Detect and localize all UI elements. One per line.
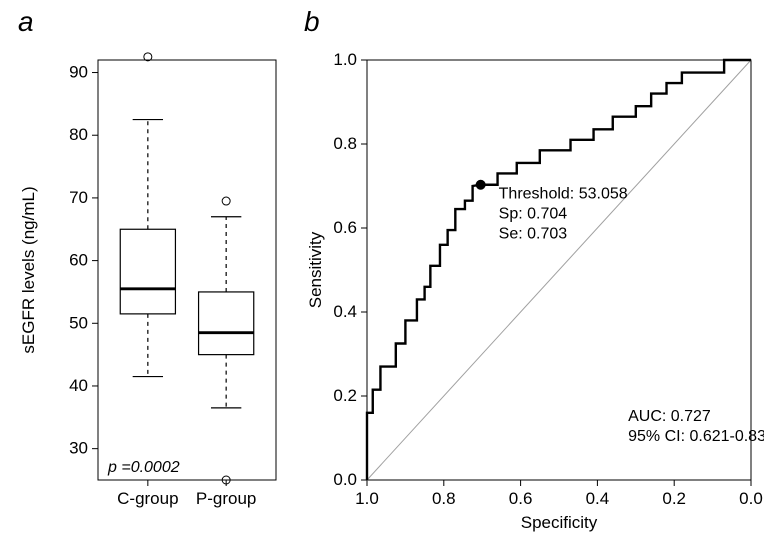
svg-text:90: 90 bbox=[69, 63, 88, 82]
svg-text:0.4: 0.4 bbox=[586, 489, 610, 508]
svg-text:Se: 0.703: Se: 0.703 bbox=[499, 226, 568, 243]
svg-text:50: 50 bbox=[69, 313, 88, 332]
figure-container: a b 30405060708090sEGFR levels (ng/mL)C-… bbox=[0, 0, 764, 546]
svg-text:Sp: 0.704: Sp: 0.704 bbox=[499, 206, 568, 223]
svg-text:1.0: 1.0 bbox=[333, 50, 357, 69]
svg-text:0.6: 0.6 bbox=[509, 489, 533, 508]
svg-text:0.2: 0.2 bbox=[333, 386, 357, 405]
svg-text:sEGFR levels (ng/mL): sEGFR levels (ng/mL) bbox=[19, 186, 38, 353]
svg-text:0.8: 0.8 bbox=[333, 134, 357, 153]
svg-text:70: 70 bbox=[69, 188, 88, 207]
svg-text:0.2: 0.2 bbox=[662, 489, 686, 508]
svg-text:1.0: 1.0 bbox=[355, 489, 379, 508]
svg-text:0.4: 0.4 bbox=[333, 302, 357, 321]
svg-text:0.0: 0.0 bbox=[739, 489, 763, 508]
svg-text:0.6: 0.6 bbox=[333, 218, 357, 237]
svg-text:Threshold: 53.058: Threshold: 53.058 bbox=[499, 186, 628, 203]
svg-text:C-group: C-group bbox=[117, 489, 178, 508]
svg-text:Specificity: Specificity bbox=[521, 513, 598, 532]
roc-svg: 1.0 0.8 0.6 0.4 0.2 0.0 0.0 0.2 0.4 0.6 0.8 1.0 Spec… bbox=[295, 20, 764, 540]
svg-text:60: 60 bbox=[69, 251, 88, 270]
svg-text:40: 40 bbox=[69, 376, 88, 395]
svg-text:p =0.0002: p =0.0002 bbox=[107, 459, 180, 476]
svg-text:0.0: 0.0 bbox=[333, 470, 357, 489]
svg-text:Sensitivity: Sensitivity bbox=[306, 231, 325, 308]
svg-text:30: 30 bbox=[69, 439, 88, 458]
svg-text:95% CI: 0.621-0.834: 95% CI: 0.621-0.834 bbox=[628, 428, 764, 445]
svg-text:80: 80 bbox=[69, 125, 88, 144]
svg-text:0.8: 0.8 bbox=[432, 489, 456, 508]
boxplot-svg: 30 40 50 60 70 80 90 sEGFR levels (ng/mL) C-grou… bbox=[0, 20, 300, 540]
svg-text:P-group: P-group bbox=[196, 489, 256, 508]
svg-text:AUC: 0.727: AUC: 0.727 bbox=[628, 408, 711, 425]
